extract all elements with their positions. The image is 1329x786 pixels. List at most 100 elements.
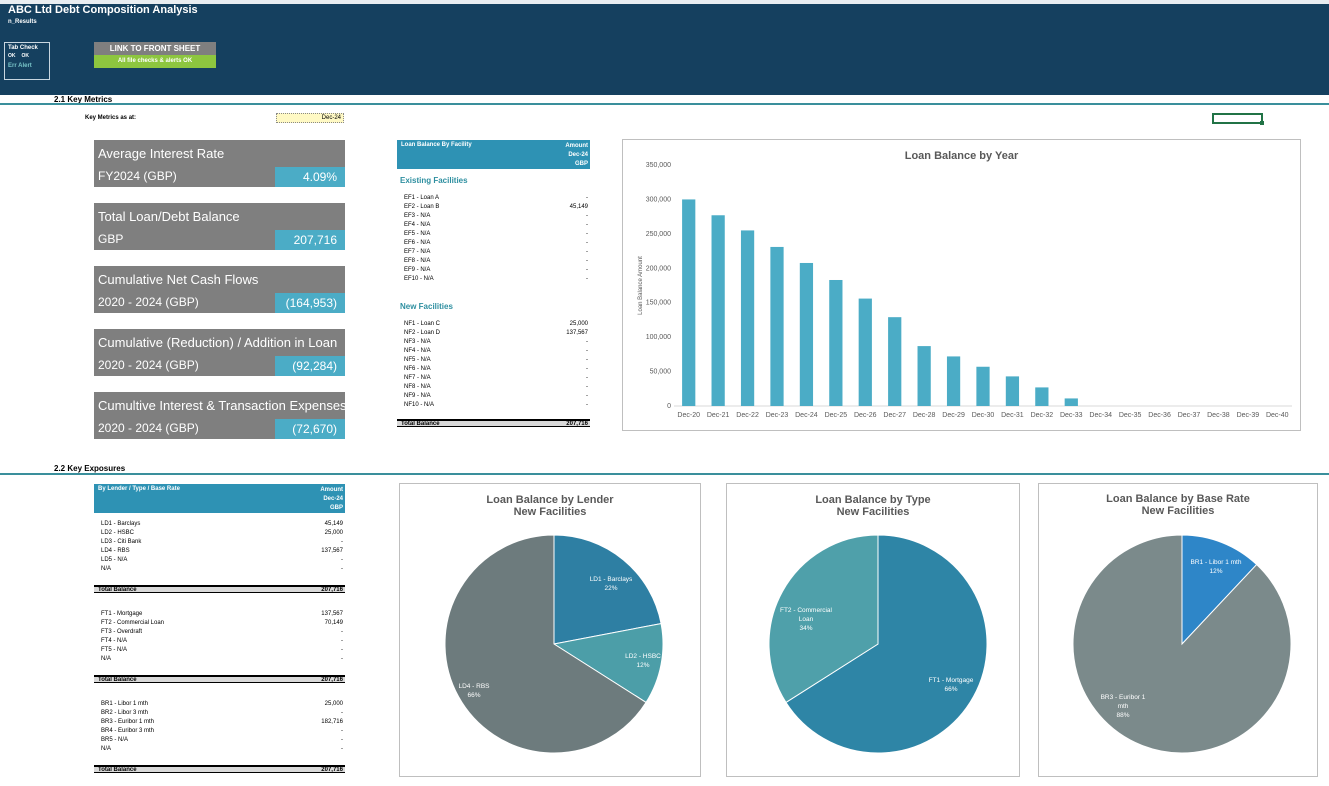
kpi-subtitle: 2020 - 2024 (GBP) bbox=[98, 421, 199, 435]
tab-check-box: Tab Check OK OK Err Alert bbox=[4, 42, 50, 80]
bar bbox=[740, 230, 755, 406]
loan-by-base-rate-chart[interactable]: Loan Balance by Base Rate New Facilities… bbox=[1038, 483, 1318, 777]
row-label: BR1 - Libor 1 mth bbox=[101, 701, 149, 707]
row-label: BR2 - Libor 3 mth bbox=[101, 710, 149, 716]
total-value: 207,716 bbox=[321, 587, 343, 593]
x-tick-label: Dec-36 bbox=[1148, 412, 1171, 419]
header-currency: GBP bbox=[329, 505, 343, 511]
x-tick-label: Dec-22 bbox=[736, 412, 759, 419]
selected-cell[interactable] bbox=[1212, 113, 1264, 125]
link-to-front-sheet-button[interactable]: LINK TO FRONT SHEET bbox=[94, 42, 216, 55]
kpi-card-interest-expenses: Cumultive Interest & Transaction Expense… bbox=[94, 392, 345, 439]
slice-label: FT1 - Mortgage bbox=[929, 677, 974, 684]
key-metrics-as-at-label: Key Metrics as at: bbox=[85, 115, 137, 121]
row-label: LD5 - N/A bbox=[101, 557, 128, 563]
file-checks-status: All file checks & alerts OK bbox=[94, 55, 216, 68]
x-tick-label: Dec-39 bbox=[1237, 412, 1260, 419]
kpi-title: Average Interest Rate bbox=[98, 146, 225, 161]
list-item: NF3 - N/A - bbox=[404, 339, 588, 348]
facility-table-header: Loan Balance By Facility Amount Dec-24 G… bbox=[397, 140, 590, 169]
list-item: NF2 - Loan D 137,567 bbox=[404, 330, 588, 339]
existing-facilities-label: Existing Facilities bbox=[400, 176, 468, 185]
y-tick-label: 0 bbox=[667, 403, 671, 410]
header-amount: Amount bbox=[565, 143, 588, 149]
row-value: - bbox=[341, 638, 343, 644]
header-amount: Amount bbox=[320, 487, 343, 493]
list-item: FT2 - Commercial Loan 70,149 bbox=[101, 620, 343, 629]
loan-by-type-chart[interactable]: Loan Balance by Type New Facilities FT1 … bbox=[726, 483, 1020, 777]
row-value: - bbox=[341, 539, 343, 545]
sheet-name: n_Results bbox=[8, 19, 37, 25]
row-label: EF9 - N/A bbox=[404, 267, 431, 273]
row-value: 137,567 bbox=[321, 548, 343, 554]
list-item: N/A - bbox=[101, 656, 343, 665]
y-tick-label: 350,000 bbox=[646, 162, 671, 169]
row-value: 45,149 bbox=[324, 521, 343, 527]
chart-title: Loan Balance by Year bbox=[904, 150, 1019, 162]
slice-percent: 12% bbox=[636, 662, 649, 669]
chart-title: Loan Balance by Lender bbox=[486, 494, 614, 506]
section-key-metrics-title: 2.1 Key Metrics bbox=[54, 95, 113, 104]
x-tick-label: Dec-30 bbox=[972, 412, 995, 419]
loan-balance-by-year-chart[interactable]: Loan Balance by Year 0 50,000 100,000 150,0… bbox=[622, 139, 1301, 431]
total-value: 207,716 bbox=[321, 767, 343, 773]
bar bbox=[1005, 376, 1020, 406]
list-item: BR1 - Libor 1 mth 25,000 bbox=[101, 701, 343, 710]
facility-table-header-label: Loan Balance By Facility bbox=[401, 142, 472, 148]
bar bbox=[1064, 398, 1078, 406]
exposure-table-header-label: By Lender / Type / Base Rate bbox=[98, 486, 180, 492]
header-date: Dec-24 bbox=[568, 152, 588, 158]
list-item: LD4 - RBS 137,567 bbox=[101, 548, 343, 557]
kpi-card-average-interest-rate: Average Interest Rate FY2024 (GBP) 4.09% bbox=[94, 140, 345, 187]
kpi-card-total-loan-balance: Total Loan/Debt Balance GBP 207,716 bbox=[94, 203, 345, 250]
new-facilities-label: New Facilities bbox=[400, 302, 453, 311]
row-label: NF2 - Loan D bbox=[404, 330, 441, 336]
x-tick-label: Dec-35 bbox=[1119, 412, 1142, 419]
slice-label: LD1 - Barclays bbox=[590, 576, 633, 583]
list-item: EF9 - N/A - bbox=[404, 267, 588, 276]
pie-slice bbox=[444, 534, 647, 754]
list-item: FT3 - Overdraft - bbox=[101, 629, 343, 638]
slice-percent: 66% bbox=[944, 686, 957, 693]
list-item: EF10 - N/A - bbox=[404, 276, 588, 285]
key-metrics-date-cell[interactable]: Dec-24 bbox=[276, 113, 344, 123]
page-title: ABC Ltd Debt Composition Analysis bbox=[8, 4, 198, 16]
list-item: BR2 - Libor 3 mth - bbox=[101, 710, 343, 719]
x-tick-label: Dec-34 bbox=[1089, 412, 1112, 419]
list-item: EF8 - N/A - bbox=[404, 258, 588, 267]
row-label: FT1 - Mortgage bbox=[101, 611, 143, 617]
x-tick-label: Dec-32 bbox=[1031, 412, 1054, 419]
row-label: BR3 - Euribor 1 mth bbox=[101, 719, 155, 725]
row-label: N/A bbox=[101, 566, 112, 572]
row-value: - bbox=[586, 402, 588, 408]
tab-check-ok-1: OK bbox=[8, 53, 16, 59]
loan-by-lender-chart[interactable]: Loan Balance by Lender New Facilities LD… bbox=[399, 483, 701, 777]
row-label: EF7 - N/A bbox=[404, 249, 431, 255]
row-value: 25,000 bbox=[569, 321, 588, 327]
list-item: LD1 - Barclays 45,149 bbox=[101, 521, 343, 530]
row-label: NF4 - N/A bbox=[404, 348, 431, 354]
list-item: NF4 - N/A - bbox=[404, 348, 588, 357]
total-label: Total Balance bbox=[98, 767, 137, 773]
x-tick-label: Dec-27 bbox=[883, 412, 906, 419]
row-label: NF1 - Loan C bbox=[404, 321, 441, 327]
kpi-card-loan-reduction: Cumulative (Reduction) / Addition in Loa… bbox=[94, 329, 345, 376]
slice-percent: 12% bbox=[1209, 568, 1222, 575]
kpi-subtitle: 2020 - 2024 (GBP) bbox=[98, 358, 199, 372]
y-tick-label: 300,000 bbox=[646, 196, 671, 203]
row-value: - bbox=[586, 357, 588, 363]
bar bbox=[946, 356, 961, 406]
list-item: FT5 - N/A - bbox=[101, 647, 343, 656]
err-alert-label: Err Alert bbox=[8, 63, 32, 69]
row-value: - bbox=[341, 737, 343, 743]
list-item: EF2 - Loan B 45,149 bbox=[404, 204, 588, 213]
slice-label: LD4 - RBS bbox=[458, 683, 490, 690]
total-label: Total Balance bbox=[401, 421, 440, 427]
slice-percent: 88% bbox=[1116, 712, 1129, 719]
kpi-title: Cumulative (Reduction) / Addition in Loa… bbox=[98, 335, 338, 350]
chart-title: Loan Balance by Base Rate bbox=[1106, 493, 1250, 505]
y-tick-label: 150,000 bbox=[646, 300, 671, 307]
pie-slice bbox=[1181, 534, 1258, 646]
slice-percent: 22% bbox=[604, 585, 617, 592]
y-tick-label: 50,000 bbox=[650, 369, 672, 376]
